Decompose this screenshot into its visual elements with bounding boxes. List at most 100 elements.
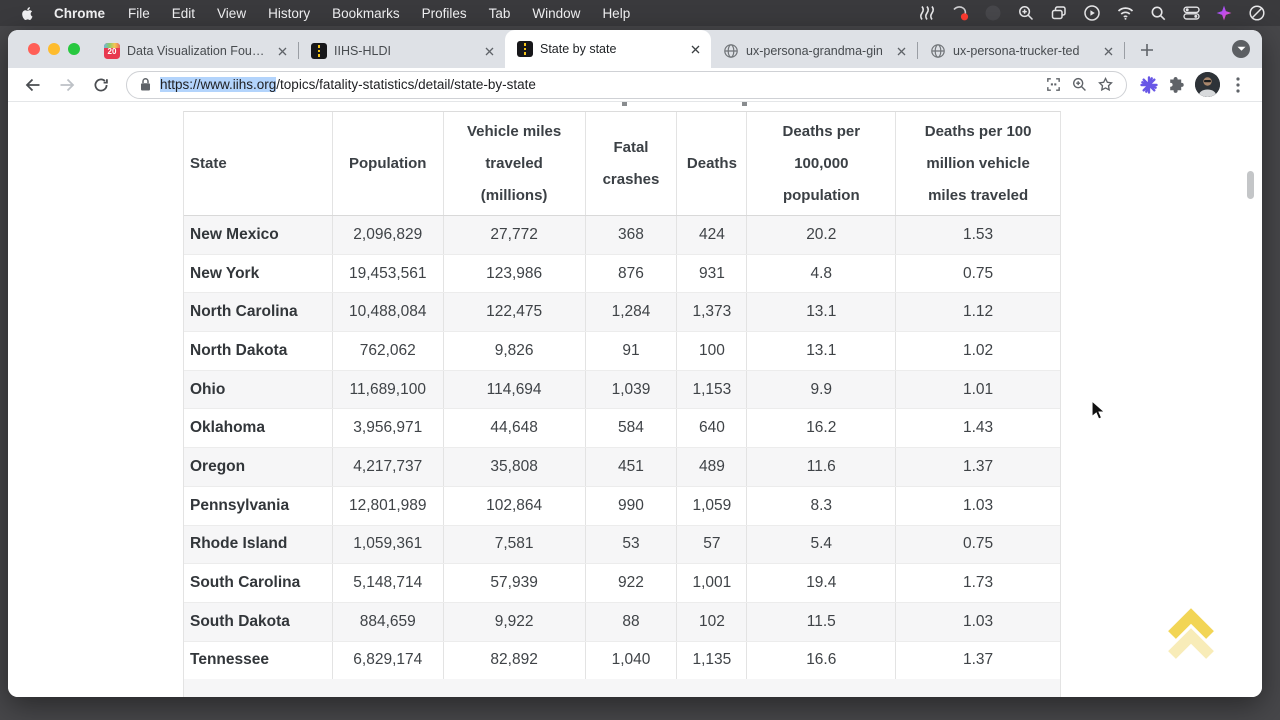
cell-value: 1,059,361: [333, 525, 444, 564]
menu-view[interactable]: View: [217, 5, 247, 21]
cell-state: Rhode Island: [184, 525, 333, 564]
cell-state: New Mexico: [184, 216, 333, 254]
puzzle-extensions-icon[interactable]: [1163, 71, 1191, 99]
new-tab-button[interactable]: [1133, 36, 1161, 64]
cell-value: 5,148,714: [333, 564, 444, 602]
cell-value: 1.37: [963, 651, 994, 669]
cell-value: 4,217,737: [333, 448, 444, 486]
close-tab-icon[interactable]: [481, 43, 497, 59]
zoom-icon[interactable]: [1013, 2, 1039, 24]
cell-value: 11,689,100: [333, 370, 444, 409]
scan-icon[interactable]: [1040, 72, 1066, 98]
globe-icon: [930, 43, 946, 59]
menu-bookmarks[interactable]: Bookmarks: [332, 5, 400, 21]
control-center-icon[interactable]: [1178, 2, 1204, 24]
apple-menu-icon[interactable]: [12, 5, 42, 22]
bookmark-star-icon[interactable]: [1092, 72, 1118, 98]
tab-iihs-hldi[interactable]: IIHS-HLDI: [299, 34, 505, 68]
sparkle-extension-icon[interactable]: [1211, 2, 1237, 24]
cell-value: 1.02: [963, 341, 994, 359]
cell-value: 489: [677, 448, 748, 486]
minimize-window-button[interactable]: [48, 43, 60, 55]
play-circle-icon[interactable]: [1079, 2, 1105, 24]
cell-value: 1,040: [586, 641, 678, 680]
wifi-icon[interactable]: [1112, 2, 1138, 24]
close-tab-icon[interactable]: [274, 43, 290, 59]
menu-window[interactable]: Window: [532, 5, 581, 21]
back-icon[interactable]: [20, 72, 46, 98]
menubar-app-name[interactable]: Chrome: [54, 5, 106, 21]
clipped-heading-remnant: [742, 102, 747, 106]
spotlight-search-icon[interactable]: [1145, 2, 1171, 24]
menu-file[interactable]: File: [128, 5, 150, 21]
url-address-bar[interactable]: https://www.iihs.org/topics/fatality-sta…: [126, 70, 1127, 99]
column-header: Deaths per 100,000 population: [747, 112, 897, 215]
table-body: New Mexico 2,096,829 27,772 368 424 20.2 1.53 N…: [184, 216, 1060, 681]
cell-value: 16.6: [747, 641, 897, 680]
table-row: Ohio 11,689,100 114,694 1,039 1,153 9.9 1.01: [184, 370, 1060, 410]
tab-search-chevron-button[interactable]: [1232, 40, 1250, 58]
cell-value: 44,648: [444, 409, 586, 448]
cell-value: 1,284: [586, 293, 678, 332]
cell-value: 13.1: [747, 293, 897, 332]
cell-state: Ohio: [184, 370, 333, 409]
cell-value: 1,373: [677, 293, 748, 332]
column-header: Fatal crashes: [586, 112, 678, 215]
menu-profiles[interactable]: Profiles: [421, 5, 467, 21]
kebab-menu-icon[interactable]: [1224, 71, 1252, 99]
url-text[interactable]: https://www.iihs.org/topics/fatality-sta…: [160, 77, 1040, 92]
cell-value: 20.2: [747, 216, 897, 254]
scrollbar-thumb[interactable]: [1247, 171, 1254, 199]
tab-ux-persona-grandma-gin[interactable]: ux-persona-grandma-gin: [711, 34, 917, 68]
menu-tab[interactable]: Tab: [488, 5, 511, 21]
menubar-status-icons: [914, 2, 1280, 24]
window-switcher-icon[interactable]: [1046, 2, 1072, 24]
tab-state-by-state[interactable]: State by state: [505, 30, 711, 68]
cell-value: 19,453,561: [333, 254, 444, 293]
do-not-disturb-icon[interactable]: [1244, 2, 1270, 24]
profile-avatar[interactable]: [1195, 72, 1220, 97]
tab-data-visualization[interactable]: 20 Data Visualization Founda: [92, 34, 298, 68]
column-header: Vehicle miles traveled (millions): [444, 112, 586, 215]
cell-state: Tennessee: [184, 641, 333, 680]
cell-value: 16.2: [747, 409, 897, 448]
cell-value: 1.37: [963, 457, 994, 475]
screen-record-icon[interactable]: [947, 2, 973, 24]
waves-icon[interactable]: [914, 2, 940, 24]
cell-state: North Dakota: [184, 332, 333, 370]
cell-value: 931: [677, 254, 748, 293]
scroll-to-top-button[interactable]: [1162, 603, 1220, 665]
tab-ux-persona-trucker-ted[interactable]: ux-persona-trucker-ted: [918, 34, 1124, 68]
cell-value: 11.6: [747, 448, 897, 486]
zoom-in-icon[interactable]: [1066, 72, 1092, 98]
forward-icon[interactable]: [54, 72, 80, 98]
globe-icon: [723, 43, 739, 59]
menu-help[interactable]: Help: [602, 5, 631, 21]
close-tab-icon[interactable]: [1100, 43, 1116, 59]
cell-value: 13.1: [747, 332, 897, 370]
menu-history[interactable]: History: [268, 5, 311, 21]
cell-value: 6,829,174: [333, 641, 444, 680]
cell-value: 35,808: [444, 448, 586, 486]
menu-edit[interactable]: Edit: [171, 5, 196, 21]
close-tab-icon[interactable]: [687, 41, 703, 57]
close-window-button[interactable]: [28, 43, 40, 55]
purple-burst-extension-icon[interactable]: [1135, 71, 1163, 99]
browser-window: 20 Data Visualization Founda IIHS-HLDI: [8, 30, 1262, 697]
cell-value: 1.73: [963, 574, 994, 592]
reload-icon[interactable]: [88, 72, 114, 98]
dimmed-app-icon[interactable]: [980, 2, 1006, 24]
table-row: New Mexico 2,096,829 27,772 368 424 20.2 1.53: [184, 216, 1060, 255]
fullscreen-window-button[interactable]: [68, 43, 80, 55]
lock-icon[interactable]: [139, 77, 152, 92]
table-row: New York 19,453,561 123,986 876 931 4.8 0.75: [184, 254, 1060, 294]
cell-value: 1.03: [963, 612, 994, 630]
cell-value: 876: [586, 254, 678, 293]
cell-state: New York: [184, 254, 333, 293]
cell-value: 1,135: [677, 641, 748, 680]
cell-value: 8.3: [747, 486, 897, 525]
iihs-road-icon: [311, 43, 327, 59]
close-tab-icon[interactable]: [893, 43, 909, 59]
table-row: Oklahoma 3,956,971 44,648 584 640 16.2 1.43: [184, 409, 1060, 449]
cell-value: 5.4: [747, 525, 897, 564]
